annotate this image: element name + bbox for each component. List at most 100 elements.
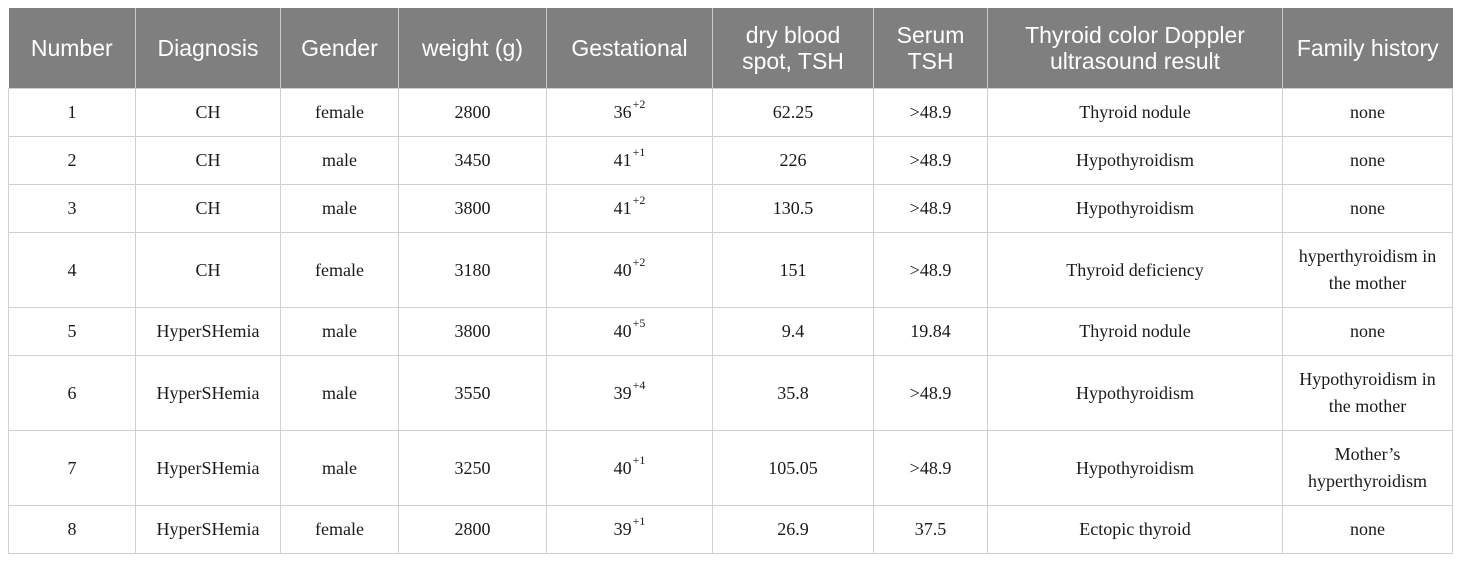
cell-diagnosis: HyperSHemia [135, 430, 281, 506]
cell-gender: male [280, 307, 399, 356]
header-weight: weight (g) [398, 8, 547, 89]
gestational-weeks: 40 [613, 259, 632, 280]
header-diagnosis: Diagnosis [135, 8, 281, 89]
cell-family-history: none [1282, 136, 1453, 185]
cell-serum-tsh: >48.9 [873, 430, 988, 506]
cell-gestational: 40+1 [546, 430, 713, 506]
cell-family-history: Mother’s hyperthyroidism [1282, 430, 1453, 506]
gestational-days: +1 [632, 145, 646, 159]
cell-dbs-tsh: 130.5 [712, 184, 874, 233]
table-row: 4 CH female 3180 40+2 151 >48.9 Thyroid deficie… [8, 232, 1453, 308]
cell-weight: 3250 [398, 430, 547, 506]
cell-diagnosis: CH [135, 136, 281, 185]
cell-gestational: 39+4 [546, 355, 713, 431]
cell-ultrasound: Hypothyroidism [987, 184, 1283, 233]
header-serum-tsh: Serum TSH [873, 8, 988, 89]
cell-dbs-tsh: 62.25 [712, 88, 874, 137]
cell-serum-tsh: >48.9 [873, 355, 988, 431]
cell-ultrasound: Hypothyroidism [987, 430, 1283, 506]
cell-diagnosis: CH [135, 88, 281, 137]
cell-number: 7 [8, 430, 136, 506]
gestational-days: +2 [632, 193, 646, 207]
gestational-days: +4 [632, 377, 646, 392]
header-number: Number [8, 8, 136, 89]
cell-gestational: 41+2 [546, 184, 713, 233]
cell-gender: male [280, 355, 399, 431]
cell-dbs-tsh: 9.4 [712, 307, 874, 356]
gestational-days: +5 [632, 316, 646, 330]
cell-gestational: 36+2 [546, 88, 713, 137]
data-table-container: Number Diagnosis Gender weight (g) Gesta… [8, 8, 1453, 554]
cell-weight: 3450 [398, 136, 547, 185]
cell-serum-tsh: 37.5 [873, 505, 988, 554]
header-ultrasound: Thyroid color Doppler ultrasound result [987, 8, 1283, 89]
table-row: 1 CH female 2800 36+2 62.25 >48.9 Thyroid nodul… [8, 88, 1453, 137]
table-row: 7 HyperSHemia male 3250 40+1 105.05 >48.9 Hypot… [8, 430, 1453, 506]
gestational-days: +2 [632, 254, 646, 269]
gestational-days: +2 [632, 97, 646, 111]
cell-serum-tsh: >48.9 [873, 184, 988, 233]
cell-ultrasound: Hypothyroidism [987, 136, 1283, 185]
cell-family-history: none [1282, 88, 1453, 137]
cell-weight: 3550 [398, 355, 547, 431]
cell-family-history: hyperthyroidism in the mother [1282, 232, 1453, 308]
cell-family-history: Hypothyroidism in the mother [1282, 355, 1453, 431]
gestational-weeks: 41 [613, 198, 632, 218]
cell-number: 1 [8, 88, 136, 137]
cell-gender: female [280, 505, 399, 554]
cell-gender: female [280, 88, 399, 137]
cell-weight: 3180 [398, 232, 547, 308]
cell-number: 3 [8, 184, 136, 233]
table-body: 1 CH female 2800 36+2 62.25 >48.9 Thyroid nodul… [8, 88, 1453, 554]
cell-dbs-tsh: 226 [712, 136, 874, 185]
cell-family-history: none [1282, 307, 1453, 356]
cell-family-history: none [1282, 505, 1453, 554]
cell-ultrasound: Ectopic thyroid [987, 505, 1283, 554]
cell-diagnosis: CH [135, 184, 281, 233]
cell-diagnosis: CH [135, 232, 281, 308]
cell-dbs-tsh: 151 [712, 232, 874, 308]
cell-dbs-tsh: 35.8 [712, 355, 874, 431]
gestational-days: +1 [632, 514, 646, 528]
header-gender: Gender [280, 8, 399, 89]
cell-diagnosis: HyperSHemia [135, 307, 281, 356]
cell-weight: 2800 [398, 88, 547, 137]
cell-serum-tsh: 19.84 [873, 307, 988, 356]
table-row: 6 HyperSHemia male 3550 39+4 35.8 >48.9 Hypothy… [8, 355, 1453, 431]
cell-ultrasound: Thyroid deficiency [987, 232, 1283, 308]
cell-number: 4 [8, 232, 136, 308]
cell-gestational: 40+5 [546, 307, 713, 356]
cell-gender: male [280, 430, 399, 506]
gestational-days: +1 [632, 452, 646, 467]
table-row: 8 HyperSHemia female 2800 39+1 26.9 37.5 Ectopi… [8, 505, 1453, 554]
cell-family-history: none [1282, 184, 1453, 233]
cell-number: 6 [8, 355, 136, 431]
header-gestational: Gestational [546, 8, 713, 89]
cell-ultrasound: Thyroid nodule [987, 88, 1283, 137]
cell-diagnosis: HyperSHemia [135, 505, 281, 554]
cell-dbs-tsh: 26.9 [712, 505, 874, 554]
header-dbs-tsh: dry blood spot, TSH [712, 8, 874, 89]
gestational-weeks: 39 [613, 382, 632, 403]
cell-ultrasound: Hypothyroidism [987, 355, 1283, 431]
gestational-weeks: 36 [613, 102, 632, 122]
cell-gestational: 40+2 [546, 232, 713, 308]
cell-weight: 3800 [398, 307, 547, 356]
table-row: 3 CH male 3800 41+2 130.5 >48.9 Hypothyroidism n… [8, 184, 1453, 233]
gestational-weeks: 39 [613, 519, 632, 539]
cell-gender: female [280, 232, 399, 308]
cell-serum-tsh: >48.9 [873, 232, 988, 308]
cell-weight: 2800 [398, 505, 547, 554]
cell-serum-tsh: >48.9 [873, 136, 988, 185]
cell-serum-tsh: >48.9 [873, 88, 988, 137]
patient-table: Number Diagnosis Gender weight (g) Gesta… [8, 8, 1453, 554]
cell-dbs-tsh: 105.05 [712, 430, 874, 506]
cell-weight: 3800 [398, 184, 547, 233]
cell-gestational: 39+1 [546, 505, 713, 554]
header-row: Number Diagnosis Gender weight (g) Gesta… [8, 8, 1453, 89]
gestational-weeks: 40 [613, 321, 632, 341]
table-row: 5 HyperSHemia male 3800 40+5 9.4 19.84 Thyroid … [8, 307, 1453, 356]
cell-number: 8 [8, 505, 136, 554]
cell-gender: male [280, 184, 399, 233]
cell-ultrasound: Thyroid nodule [987, 307, 1283, 356]
